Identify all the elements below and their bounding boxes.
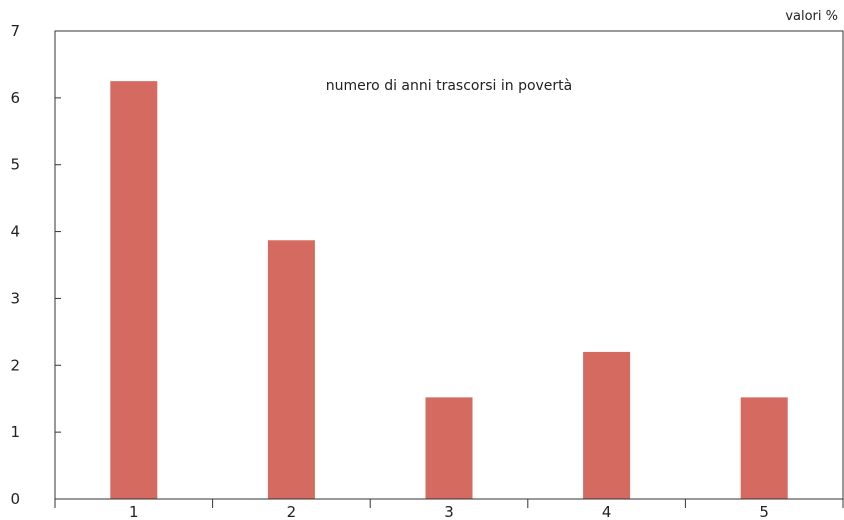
x-tick-labels: 1 2 3 4 5: [129, 503, 769, 520]
y-tick-label: 6: [10, 89, 20, 107]
y-tick-labels: 0 1 2 3 4 5 6 7: [10, 22, 20, 508]
y-tick-label: 5: [10, 156, 20, 174]
chart-title: numero di anni trascorsi in povertà: [326, 78, 573, 94]
bar-4: [583, 351, 631, 499]
axes-group: [54, 30, 844, 508]
bars-group: [110, 81, 788, 500]
unit-label: valori %: [785, 9, 838, 24]
bar-5: [740, 397, 788, 499]
y-tick-label: 4: [10, 223, 20, 241]
y-tick-label: 3: [10, 289, 20, 307]
plot-frame: [54, 30, 844, 500]
x-tick-label: 4: [602, 503, 612, 520]
y-tick-label: 2: [10, 356, 20, 374]
bar-3: [425, 397, 473, 499]
bar-2: [267, 240, 315, 499]
x-tick-label: 3: [444, 503, 454, 520]
y-tick-label: 7: [10, 22, 20, 40]
y-tick-label: 0: [10, 490, 20, 508]
x-tick-label: 1: [129, 503, 139, 520]
x-tick-label: 2: [287, 503, 297, 520]
y-tick-label: 1: [10, 423, 20, 441]
x-tick-label: 5: [759, 503, 769, 520]
bar-1: [110, 81, 158, 500]
